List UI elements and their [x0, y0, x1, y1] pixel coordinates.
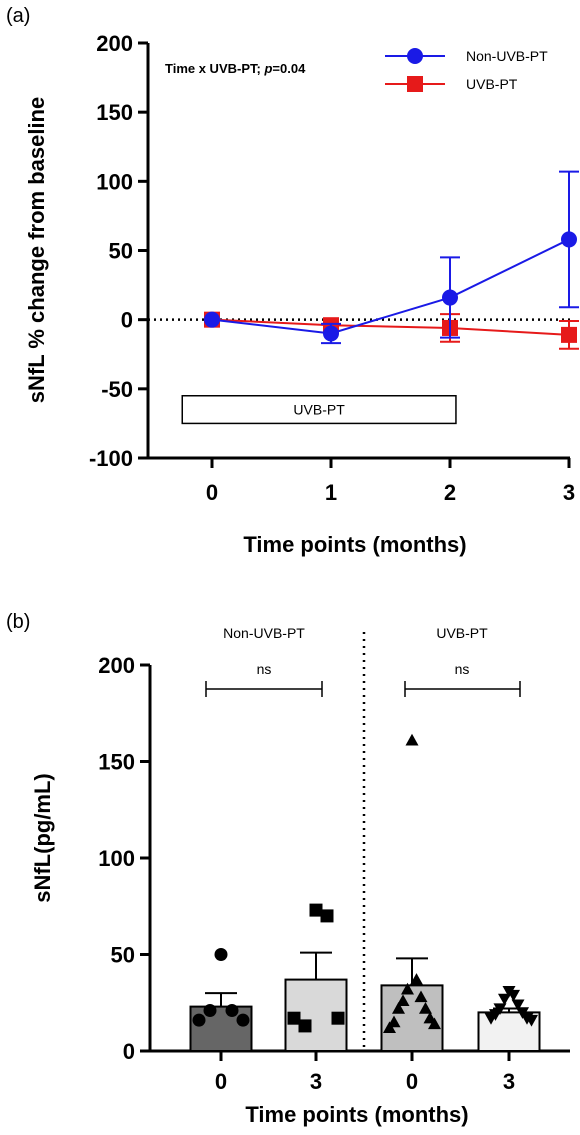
bar-data-point: [331, 1011, 345, 1025]
data-point-non-uvb: [442, 289, 458, 306]
group-label-non-uvb: Non-UVB-PT: [223, 625, 305, 641]
annotation-text: Time x UVB-PT;: [165, 61, 264, 76]
panel-a-label: (a): [6, 5, 30, 27]
group-label-uvb: UVB-PT: [436, 625, 488, 641]
panel-a-treatment-box: [181, 395, 457, 425]
bar-data-point: [419, 1002, 432, 1014]
bar-data-point: [498, 993, 511, 1006]
legend-marker-uvb: [407, 76, 423, 92]
annotation-p-value: =0.04: [272, 61, 306, 76]
bar-data-point: [287, 1011, 301, 1025]
comparison-label-non-uvb: ns: [257, 661, 272, 677]
bar-data-point: [298, 1019, 312, 1033]
panel-a-y-tick-label: -50: [101, 377, 133, 402]
bar-data-point: [396, 994, 410, 1007]
bar-data-point: [383, 1021, 396, 1034]
bar-data-point: [392, 1002, 405, 1014]
panel-b-y-axis-label: sNfL(pg/mL): [30, 773, 55, 903]
bar-data-point: [309, 903, 323, 917]
series-line-uvb: [211, 318, 570, 336]
panel-a-x-tick-label: 3: [563, 480, 575, 505]
bar-data-point: [401, 982, 414, 995]
panel-a-x-tick-label: 0: [206, 480, 218, 505]
data-point-non-uvb: [204, 311, 220, 328]
legend-marker-non-uvb: [407, 48, 423, 64]
panel-b-x-tick-label: 0: [215, 1069, 227, 1094]
bar-data-point: [405, 733, 419, 746]
panel-b-x-tick-label: 3: [503, 1069, 515, 1094]
comparison-label-uvb: ns: [455, 661, 470, 677]
bar-data-point: [484, 1012, 498, 1025]
bar-data-point: [410, 973, 423, 985]
bar-data-point: [320, 909, 334, 923]
panel-b-y-tick-label: 100: [98, 846, 135, 871]
bar: [189, 1005, 253, 1052]
panel-a-y-tick-label: 200: [96, 31, 133, 56]
bar-data-point: [525, 1014, 538, 1027]
panel-a-y-tick-label: -100: [89, 446, 133, 471]
panel-a-x-tick-label: 1: [325, 480, 337, 505]
series-line-non-uvb: [211, 238, 570, 335]
bar-data-point: [414, 990, 428, 1003]
legend-label-uvb: UVB-PT: [466, 76, 518, 92]
data-point-non-uvb: [561, 231, 577, 248]
panel-b-x-tick-label: 0: [406, 1069, 418, 1094]
data-point-non-uvb: [323, 325, 339, 342]
bar-data-point: [511, 999, 525, 1012]
panel-a-y-tick-label: 0: [121, 308, 133, 333]
panel-a-legend: Non-UVB-PT UVB-PT: [385, 48, 548, 92]
legend-label-non-uvb: Non-UVB-PT: [466, 48, 548, 64]
data-point-uvb: [561, 326, 577, 343]
bar-data-point: [214, 948, 228, 961]
panel-b-y-tick-label: 0: [123, 1039, 135, 1064]
panel-a-annotation: Time x UVB-PT; p=0.04: [165, 61, 306, 76]
bar-data-point: [192, 1013, 206, 1027]
bar-data-point: [225, 1003, 239, 1017]
bar-data-point: [203, 1003, 217, 1017]
panel-b-x-axis-label: Time points (months): [245, 1102, 468, 1127]
bar-data-point: [236, 1013, 250, 1027]
panel-a-y-tick-label: 50: [109, 239, 133, 264]
panel-b-y-tick-label: 200: [98, 653, 135, 678]
panel-b-y-tick-label: 150: [98, 750, 135, 775]
panel-b-label: (b): [6, 611, 30, 633]
bar-data-point: [507, 989, 520, 1002]
panel-a-treatment-box-label: UVB-PT: [293, 402, 345, 418]
panel-a-x-tick-label: 2: [444, 480, 456, 505]
panel-b-y-tick-label: 50: [111, 943, 135, 968]
panel-a-y-tick-label: 100: [96, 169, 133, 194]
panel-a-x-axis-label: Time points (months): [243, 532, 466, 557]
panel-b-x-tick-label: 3: [310, 1069, 322, 1094]
bar-data-point: [428, 1017, 441, 1030]
panel-a-y-axis-label: sNfL % change from baseline: [24, 97, 49, 403]
panel-a-y-tick-label: 150: [96, 100, 133, 125]
annotation-p: p: [263, 61, 272, 76]
